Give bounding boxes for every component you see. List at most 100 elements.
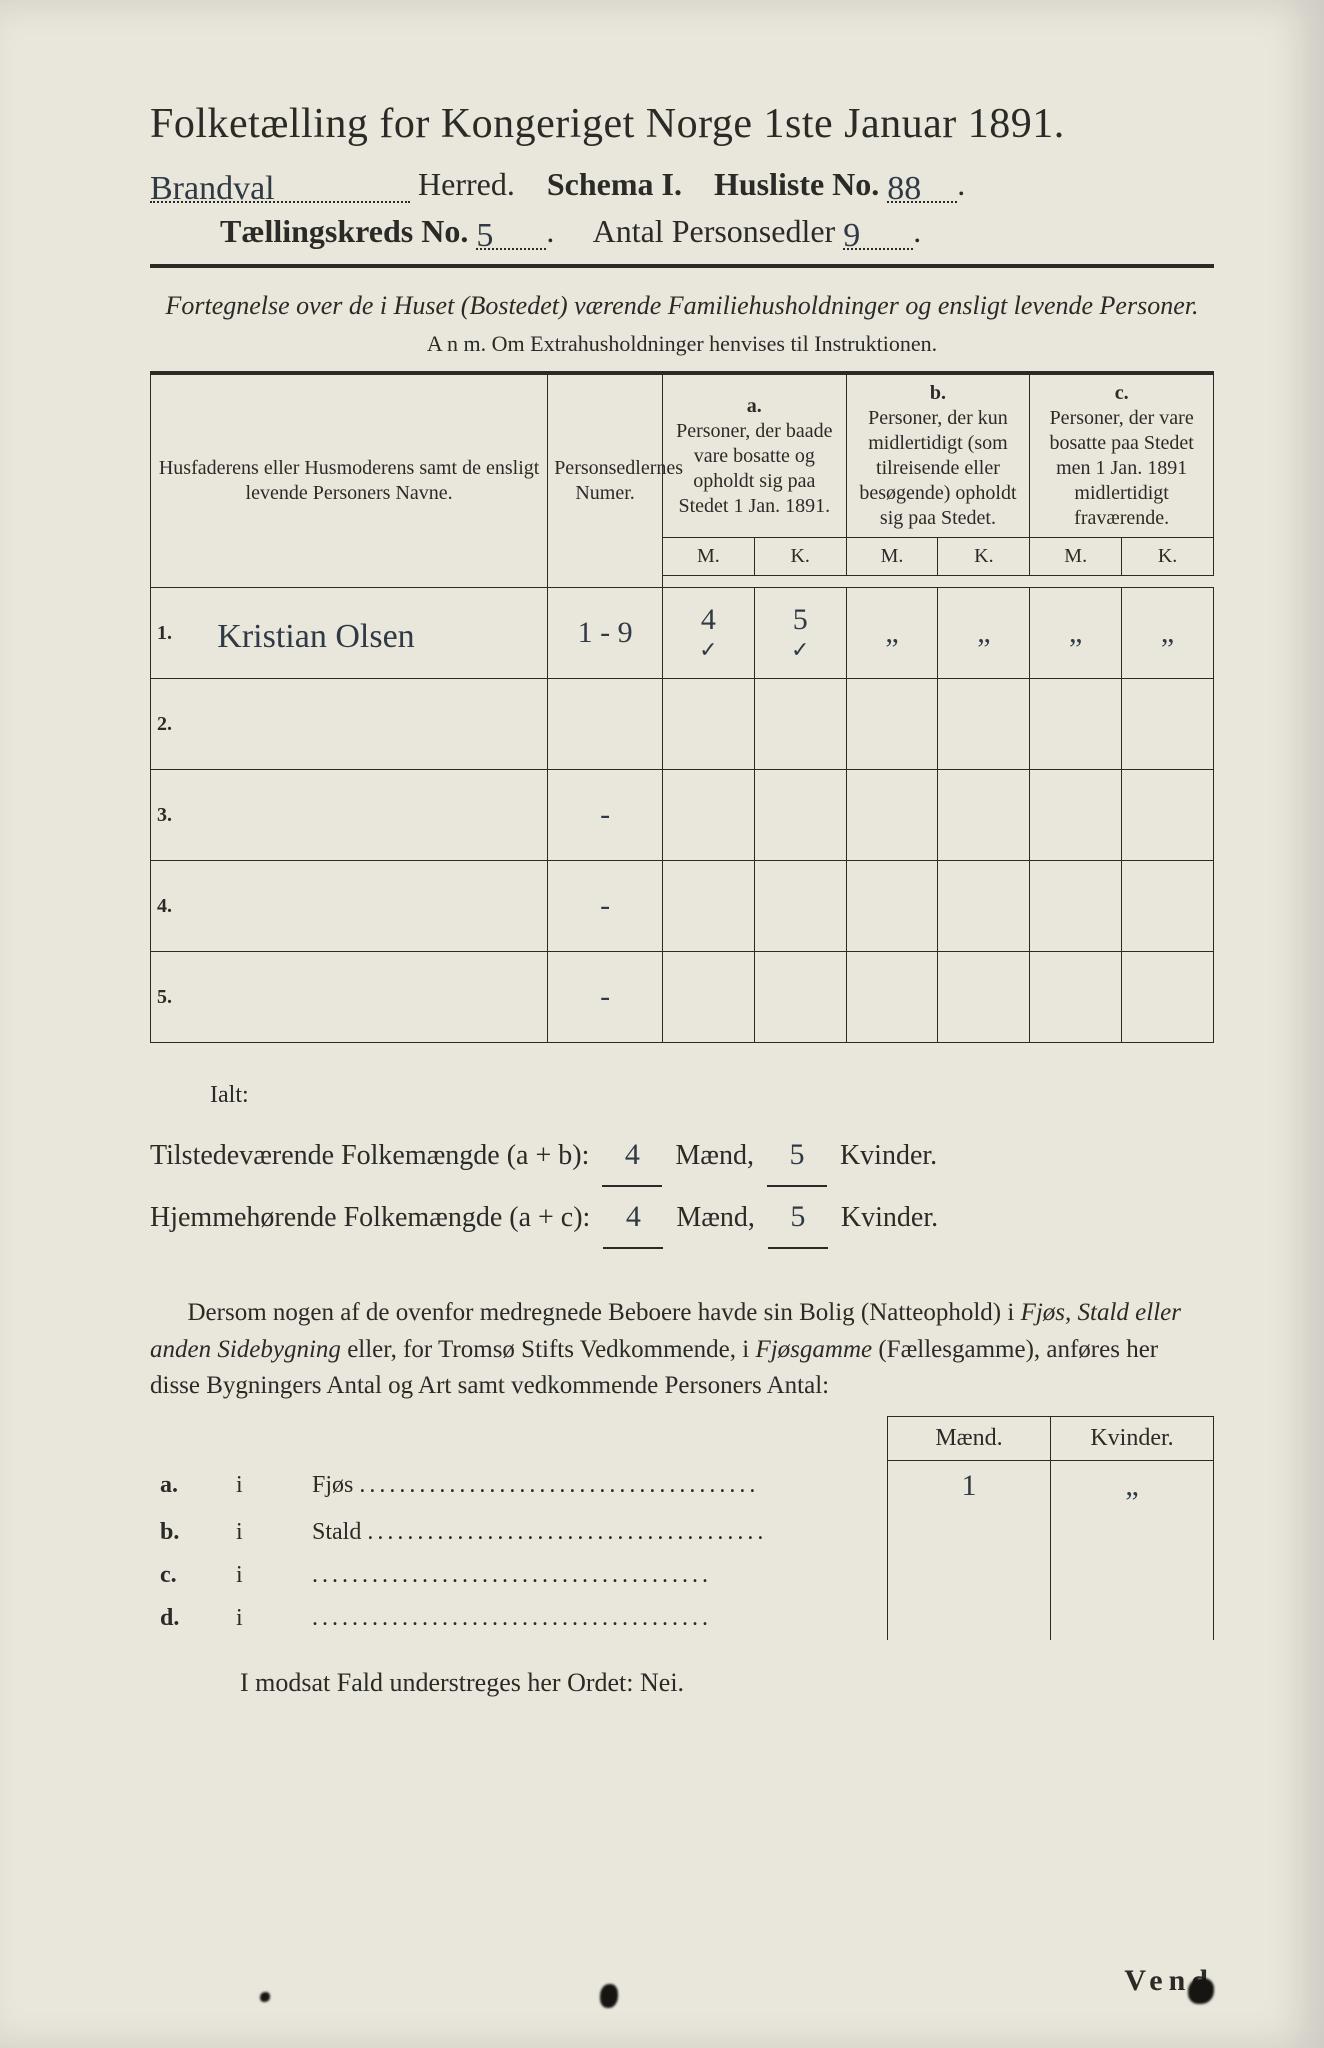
lower-label: ........................................ — [302, 1554, 888, 1597]
tilstede-m: 4 — [625, 1138, 640, 1171]
herred-line: Brandval Herred. Schema I. Husliste No. … — [150, 166, 1214, 203]
th-c-label: c. — [1036, 381, 1207, 406]
herred-value: Brandval — [150, 170, 275, 207]
c-k-cell — [1122, 861, 1214, 952]
numer-cell: 1 - 9 — [548, 588, 663, 679]
c-k-cell — [1122, 952, 1214, 1043]
lower-head-m: Mænd. — [888, 1417, 1051, 1461]
table-row: 3.- — [151, 770, 1214, 861]
th-b-m: M. — [846, 538, 938, 576]
maend-label-2: Mænd, — [676, 1202, 755, 1233]
lower-m: 1 — [888, 1461, 1051, 1512]
b-m-cell — [846, 952, 938, 1043]
name-cell: Kristian Olsen — [203, 588, 547, 679]
tilstede-label: Tilstedeværende Folkemængde (a + b): — [150, 1140, 589, 1171]
b-k-cell — [938, 952, 1030, 1043]
ink-smudge — [600, 1984, 618, 2008]
th-a: a. Personer, der baade vare bosatte og o… — [662, 373, 846, 538]
numer-cell: - — [548, 770, 663, 861]
a-m-cell — [662, 861, 754, 952]
paragraph: Dersom nogen af de ovenfor medregnede Be… — [150, 1295, 1214, 1404]
a-k-cell — [754, 861, 846, 952]
b-k-cell — [938, 861, 1030, 952]
husliste-no: 88 — [887, 170, 921, 207]
para-i2: Fjøsgamme — [755, 1336, 872, 1363]
hjemme-m: 4 — [626, 1200, 641, 1233]
th-numer: Personsedlernes Numer. — [548, 373, 663, 588]
a-k-cell — [754, 952, 846, 1043]
lower-key: d. — [150, 1597, 226, 1640]
lower-k — [1051, 1554, 1214, 1597]
lower-k: „ — [1051, 1461, 1214, 1512]
b-m-cell — [846, 770, 938, 861]
lower-k — [1051, 1511, 1214, 1554]
lower-row: d.i ....................................… — [150, 1597, 1214, 1640]
tilstede-k: 5 — [789, 1138, 804, 1171]
th-a-m: M. — [662, 538, 754, 576]
totals-block: Ialt: Tilstedeværende Folkemængde (a + b… — [150, 1071, 1214, 1249]
name-cell — [203, 861, 547, 952]
ink-smudge — [1188, 1978, 1214, 2004]
th-b: b. Personer, der kun midlertidigt (som t… — [846, 373, 1030, 538]
b-k-cell — [938, 770, 1030, 861]
a-m-cell — [662, 952, 754, 1043]
table-row: 5. - — [151, 952, 1214, 1043]
anm-text: A n m. Om Extrahusholdninger henvises ti… — [150, 331, 1214, 357]
c-k-cell — [1122, 679, 1214, 770]
th-names: Husfaderens eller Husmoderens samt de en… — [151, 373, 548, 588]
lower-m — [888, 1597, 1051, 1640]
numer-cell — [548, 679, 663, 770]
lower-key: a. — [150, 1461, 226, 1512]
row-number: 5. — [151, 952, 204, 1043]
lower-label: Stald ..................................… — [302, 1511, 888, 1554]
table-row: 4.- — [151, 861, 1214, 952]
ialt-label: Ialt: — [210, 1071, 1214, 1119]
a-k-cell — [754, 770, 846, 861]
para-t2: eller, for Tromsø Stifts Vedkommende, i — [341, 1336, 756, 1363]
lower-row: a.iFjøs ................................… — [150, 1461, 1214, 1512]
name-cell — [203, 770, 547, 861]
lower-i: i — [226, 1511, 302, 1554]
c-k-cell — [1122, 770, 1214, 861]
th-c: c. Personer, der vare bosatte paa Stedet… — [1030, 373, 1214, 538]
th-c-text: Personer, der vare bosatte paa Stedet me… — [1036, 406, 1207, 531]
hjemme-label: Hjemmehørende Folkemængde (a + c): — [150, 1202, 590, 1233]
herred-label: Herred. — [418, 166, 515, 202]
table-row: 1.Kristian Olsen1 - 94✓5✓„„„„ — [151, 588, 1214, 679]
sedler-no: 9 — [843, 217, 860, 254]
row-number: 1. — [151, 588, 204, 679]
c-m-cell — [1030, 952, 1122, 1043]
a-m-cell — [662, 770, 754, 861]
lower-key: b. — [150, 1511, 226, 1554]
a-k-cell — [754, 679, 846, 770]
th-a-text: Personer, der baade vare bosatte og opho… — [669, 419, 840, 519]
divider-top — [150, 264, 1214, 268]
c-m-cell — [1030, 861, 1122, 952]
lower-m — [888, 1511, 1051, 1554]
schema-label: Schema I. — [547, 166, 682, 202]
kvinder-label-2: Kvinder. — [841, 1202, 938, 1233]
kreds-label: Tællingskreds No. — [220, 213, 468, 249]
th-c-k: K. — [1122, 538, 1214, 576]
b-k-cell — [938, 679, 1030, 770]
husliste-label: Husliste No. — [714, 166, 879, 202]
th-b-text: Personer, der kun midlertidigt (som tilr… — [853, 406, 1024, 531]
a-m-cell: 4✓ — [662, 588, 754, 679]
th-a-label: a. — [669, 394, 840, 419]
name-cell — [203, 952, 547, 1043]
sedler-label: Antal Personsedler — [593, 213, 836, 249]
lower-i: i — [226, 1597, 302, 1640]
table-row: 2. — [151, 679, 1214, 770]
intro-text: Fortegnelse over de i Huset (Bostedet) v… — [150, 288, 1214, 323]
lower-row: c.i ....................................… — [150, 1554, 1214, 1597]
th-c-m: M. — [1030, 538, 1122, 576]
lower-i: i — [226, 1554, 302, 1597]
numer-cell: - — [548, 952, 663, 1043]
main-table: Husfaderens eller Husmoderens samt de en… — [150, 371, 1214, 1043]
nei-line: I modsat Fald understreges her Ordet: Ne… — [150, 1668, 1214, 1698]
lower-row: b.iStald ...............................… — [150, 1511, 1214, 1554]
kreds-no: 5 — [476, 217, 493, 254]
lower-k — [1051, 1597, 1214, 1640]
th-b-k: K. — [938, 538, 1030, 576]
lower-label: ........................................ — [302, 1597, 888, 1640]
